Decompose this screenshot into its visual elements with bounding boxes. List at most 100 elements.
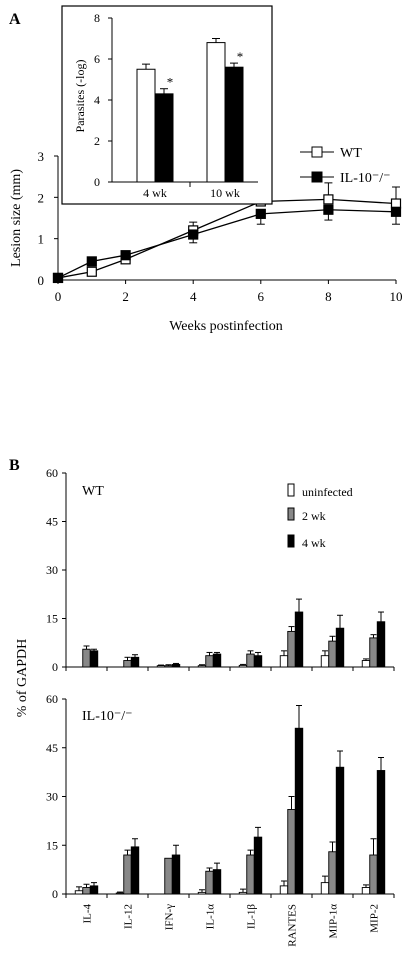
bar (197, 665, 207, 668)
bar (164, 857, 173, 895)
bar (89, 885, 99, 895)
data-point (323, 204, 334, 215)
bar (294, 611, 304, 668)
bar (369, 854, 378, 895)
data-point (390, 206, 402, 217)
category-label: IFN-γ (164, 904, 176, 930)
category-label: IL-4 (82, 904, 94, 924)
inset-y-tick-label: 6 (94, 52, 100, 66)
inset-bar (206, 42, 226, 183)
legend-uninfected-swatch (287, 483, 295, 497)
series-line-0 (57, 198, 397, 279)
legend-il10-label: IL-10⁻/⁻ (340, 171, 391, 186)
y-tick-label: 1 (38, 232, 45, 247)
bar (279, 655, 289, 668)
bar (156, 665, 166, 668)
bar (328, 851, 337, 895)
inset-y-tick-label: 0 (94, 175, 100, 189)
legend-wt-label: WT (340, 146, 362, 161)
bar (171, 854, 181, 895)
bar (89, 650, 99, 668)
panel-label-b: B (9, 457, 20, 474)
x-tick-label: 8 (325, 289, 332, 304)
bar (253, 836, 263, 895)
category-label: MIP-2 (369, 904, 381, 933)
legend-wt-marker (311, 146, 323, 158)
bar (197, 891, 207, 895)
inset-category-label: 10 wk (210, 186, 240, 200)
legend-4wk-swatch (287, 534, 295, 548)
cytokine-chart-wt: 0 15 30 45 60 (46, 466, 395, 674)
b-wt-label: WT (82, 484, 104, 499)
bar (376, 621, 386, 668)
y-tick-label: 30 (46, 790, 58, 804)
y-tick-label: 0 (38, 273, 45, 288)
bar (361, 887, 371, 895)
data-point (120, 250, 131, 261)
data-point (52, 272, 64, 284)
inset-y-tick-label: 2 (94, 134, 100, 148)
bar (287, 809, 296, 895)
y-tick-label: 2 (38, 190, 45, 205)
data-point (86, 256, 97, 267)
bar (123, 660, 132, 668)
y-tick-label: 45 (46, 515, 58, 529)
x-tick-label: 2 (122, 289, 129, 304)
a-legend: WT IL-10⁻/⁻ (300, 146, 391, 186)
bar (82, 648, 91, 668)
inset-bar (154, 93, 174, 183)
bar (205, 655, 214, 668)
bar (279, 885, 289, 895)
bar (205, 870, 214, 895)
bar (212, 653, 222, 668)
bar (361, 660, 371, 668)
bar (253, 655, 263, 668)
bar (335, 627, 345, 668)
bar (328, 640, 337, 668)
significance-marker: * (167, 75, 174, 90)
x-tick-label: 10 (390, 289, 403, 304)
bar (130, 846, 140, 895)
category-label: MIP-1α (328, 904, 340, 939)
data-point (323, 194, 334, 205)
y-tick-label: 60 (46, 466, 58, 480)
parasite-inset-chart: 0 2 4 6 8 4 wk * 10 wk * (94, 11, 258, 200)
b-legend: uninfected 2 wk 4 wk (287, 483, 353, 550)
x-tick-label: 0 (55, 289, 62, 304)
inset-y-tick-label: 4 (94, 93, 100, 107)
bar (294, 727, 304, 895)
category-label: IL-12 (123, 904, 135, 929)
bar (246, 854, 255, 895)
x-tick-label: 4 (190, 289, 197, 304)
series-line-1 (57, 209, 397, 279)
bar (335, 766, 345, 895)
cytokine-chart-il10: 0 15 30 45 60 IL-4 IL-12 IFN-γ IL-1α IL-1β RANTES M… (46, 692, 395, 947)
lesion-size-chart: 0 2 4 6 8 10 0 1 2 3 (38, 149, 403, 304)
category-label: IL-1α (205, 904, 217, 930)
y-tick-label: 0 (52, 887, 58, 901)
bar (115, 892, 125, 895)
panel-label-a: A (9, 11, 21, 28)
b-il10-label: IL-10⁻/⁻ (82, 709, 133, 724)
bar (369, 637, 378, 668)
inset-ylabel: Parasites (-log) (73, 60, 87, 133)
y-tick-label: 0 (52, 660, 58, 674)
data-point (255, 208, 266, 219)
bar (238, 891, 248, 895)
legend-il10-marker (311, 171, 323, 183)
x-tick-label: 6 (258, 289, 265, 304)
bar (130, 656, 140, 668)
y-tick-label: 60 (46, 692, 58, 706)
data-point (188, 229, 199, 240)
y-tick-label: 30 (46, 563, 58, 577)
legend-2wk-swatch (287, 507, 295, 521)
bar (123, 854, 132, 895)
y-tick-label: 15 (46, 612, 58, 626)
bar (238, 664, 248, 668)
legend-2wk-label: 2 wk (302, 509, 326, 523)
y-tick-label: 15 (46, 838, 58, 852)
bar (246, 653, 255, 668)
a-main-ylabel: Lesion size (mm) (9, 169, 24, 267)
category-label: RANTES (287, 904, 299, 947)
